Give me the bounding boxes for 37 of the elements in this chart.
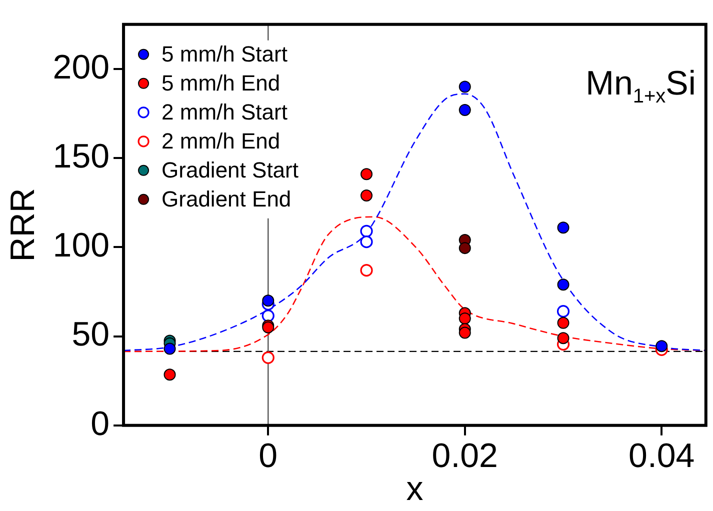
legend-label: 5 mm/h End — [162, 70, 280, 96]
legend-label: 5 mm/h Start — [162, 41, 288, 66]
point — [262, 351, 274, 364]
legend-label: 2 mm/h Start — [162, 99, 288, 124]
y-tick-label: 100 — [52, 226, 110, 265]
point — [557, 316, 570, 329]
point — [164, 368, 176, 381]
point — [262, 309, 274, 322]
point — [360, 236, 373, 248]
y-tick-label: 50 — [72, 316, 110, 354]
point — [458, 312, 471, 324]
point — [360, 168, 373, 180]
point — [458, 80, 471, 93]
legend-label: 2 mm/h End — [162, 128, 280, 154]
point — [556, 305, 570, 318]
point — [360, 224, 373, 238]
point — [458, 242, 471, 254]
point — [656, 340, 668, 352]
x-tick-label: 0.02 — [432, 437, 498, 476]
x-tick-label: 0 — [258, 437, 278, 476]
point — [262, 294, 274, 307]
point — [164, 342, 176, 355]
y-tick-label: 200 — [52, 48, 110, 86]
point — [458, 104, 471, 116]
y-tick-label: 0 — [90, 404, 110, 443]
point — [557, 332, 570, 344]
point — [458, 326, 471, 339]
x-tick-label: 0.04 — [628, 437, 695, 476]
point — [557, 222, 570, 234]
point — [360, 189, 373, 202]
point — [360, 264, 373, 277]
legend-label: Gradient End — [162, 186, 292, 212]
point — [557, 278, 570, 291]
legend-label: Gradient Start — [162, 157, 298, 182]
y-tick-label: 150 — [52, 137, 110, 176]
y-axis-title: RRR — [4, 188, 42, 262]
x-axis-title: x — [406, 470, 424, 508]
